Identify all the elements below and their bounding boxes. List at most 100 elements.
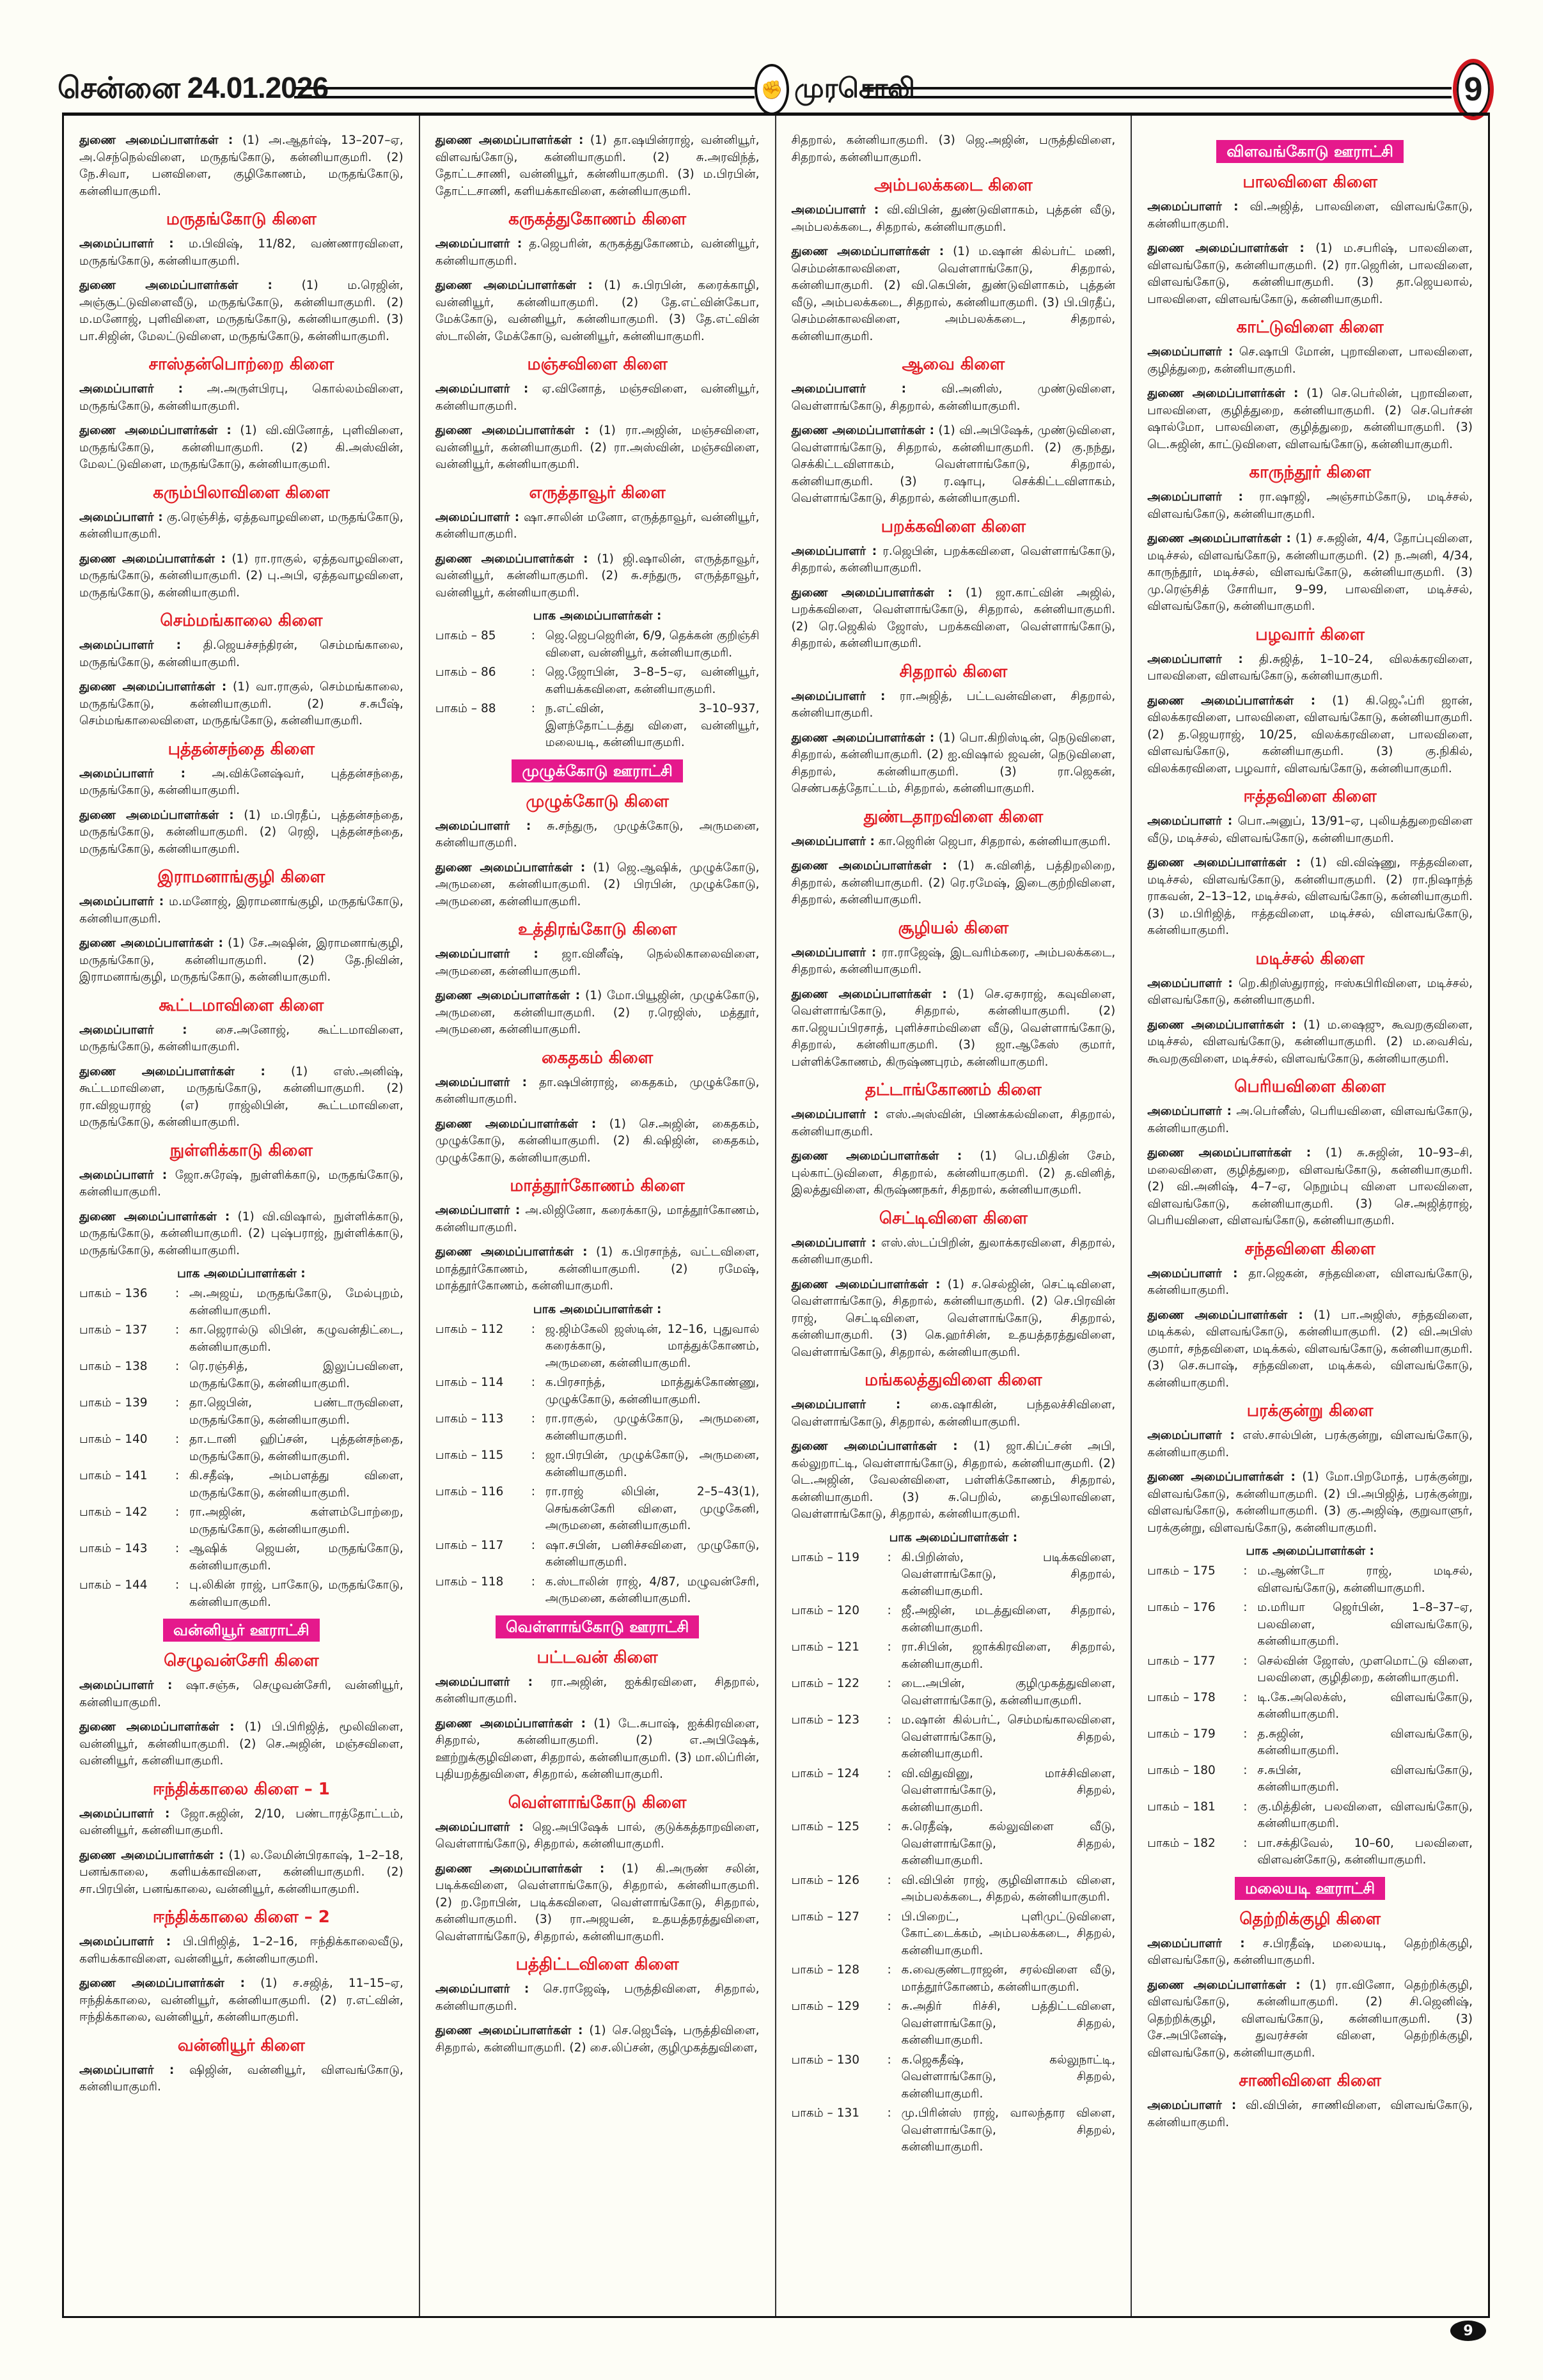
entry-text: ரா.ராஜேஷ், இடவரிம்கரை, அம்பலக்கடை, சிதறா… — [791, 945, 1116, 977]
entry-text: ம.பிவிஷ், 11/82, வண்ணாரவிளை, மருதங்கோடு,… — [79, 237, 403, 268]
deputy-organizers-entry: துணை அமைப்பாளர்கள் : (1) செ.அஜின், கைதகம… — [435, 1116, 760, 1167]
deputy-organizers-entry: துணை அமைப்பாளர்கள் : (1) சு.சுஜின், 10–9… — [1147, 1145, 1473, 1230]
booth-prefix: பாகம் – — [79, 1323, 121, 1337]
organizer-entry: அமைப்பாளர் : அ.அருள்பிரபு, கொல்லம்விளை, … — [79, 381, 403, 415]
booth-entry: பாகம் – 180: ச.சுபின், விளவங்கோடு, கன்னிய… — [1147, 1762, 1473, 1796]
booth-prefix: பாகம் – — [791, 2106, 833, 2120]
deputy-organizers-entry: துணை அமைப்பாளர்கள் : (1) ச.சஜித், 11–15–… — [79, 1975, 403, 2026]
role-label: அமைப்பாளர் : — [435, 510, 520, 524]
booth-number-value: 138 — [125, 1360, 148, 1373]
entry-text: செ.ஷாபி மோன், புறாவிளை, பாலவிளை, குழித்த… — [1147, 345, 1473, 376]
entry-text: ரா.அஜித், பட்டவன்விளை, சிதறால், கன்னியாக… — [791, 689, 1116, 720]
entry-text: (1) பெ.மிதின் சேம், புல்காட்டுவிளை, சிதற… — [791, 1149, 1116, 1197]
role-label: அமைப்பாளர் : — [1147, 490, 1243, 504]
deputy-organizers-entry: துணை அமைப்பாளர்கள் : (1) ம.பிரதீப், புத்… — [79, 807, 403, 859]
organizer-entry: அமைப்பாளர் : ச.பிரதீஷ், மலையடி, தெற்றிக்… — [1147, 1936, 1473, 1970]
deputy-organizers-entry: துணை அமைப்பாளர்கள் : (1) கி.ஜெஃப்ரி ஜான்… — [1147, 693, 1473, 778]
booth-number: பாகம் – 181 — [1147, 1799, 1243, 1833]
booth-number-value: 131 — [836, 2106, 859, 2120]
booth-number-value: 126 — [836, 1873, 859, 1887]
entry-text: வி.விபின், துண்டுவிளாகம், புத்தன் வீடு, … — [791, 203, 1116, 234]
booth-number-value: 142 — [125, 1505, 148, 1519]
booth-number-value: 88 — [480, 702, 496, 715]
panchayat-banner-label: மலையடி ஊராட்சி — [1235, 1876, 1386, 1900]
booth-organizer: ரா.சிபின், ஜாக்கிரவிளை, சிதறால், கன்னியா… — [901, 1640, 1116, 1671]
booth-prefix: பாகம் – — [79, 1287, 121, 1300]
entry-text: (1) வி.விஷ்ணு, ஈத்தவிளை, மடிச்சல், விளவங… — [1147, 856, 1473, 937]
booth-organizer: ந.எட்வின், 3–10–937, இளந்தோட்டத்து விளை,… — [545, 702, 760, 749]
booth-colon: : — [175, 1323, 180, 1337]
branch-heading: வெள்ளாங்கோடு கிளை — [508, 1793, 687, 1812]
booth-number-value: 177 — [1193, 1654, 1216, 1668]
deputy-organizers-entry: துணை அமைப்பாளர்கள் : (1) வி.விஷால், நுள்… — [79, 1209, 403, 1260]
deputy-organizers-entry: துணை அமைப்பாளர்கள் : (1) ம.ரெஜின், அஞ்சூ… — [79, 277, 403, 345]
booth-entry: பாகம் – 127: பி.பிறைட், புளிமுட்டுவிளை, க… — [792, 1909, 1116, 1960]
entry-text: (1) வி.அபிஷேக், முண்டுவிளை, வெள்ளாங்கோடு… — [791, 424, 1116, 505]
entry-text: வி.அனிஸ், முண்டுவிளை, வெள்ளாங்கோடு, சிதற… — [791, 382, 1116, 413]
booth-entry: பாகம் – 124: வி.விதுவினு, மாச்சிவிளை, வெள… — [792, 1766, 1116, 1817]
role-label: அமைப்பாளர் : — [79, 1679, 173, 1692]
booth-number: பாகம் – 124 — [792, 1766, 888, 1817]
booth-entry: பாகம் – 114: க.பிரசாந்த், மாத்துக்கோண்ணு,… — [435, 1374, 760, 1408]
deputy-organizers-entry: துணை அமைப்பாளர்கள் : (1) செ.ஏசுராஜ், கவு… — [792, 986, 1116, 1071]
booth-number-value: 118 — [480, 1575, 504, 1589]
booth-organizer: ஜா.பிரபின், முழுக்கோடு, அருமனை, கன்னியாக… — [545, 1449, 760, 1479]
entry-text: (1) அ.ஆதர்ஷ், 13–207–ஏ, அ.செந்நெல்விளை, … — [79, 134, 403, 198]
booth-prefix: பாகம் – — [1147, 1690, 1189, 1704]
entry-text: (1) ச.சஜித், 11–15–ஏ, ஈந்திக்காலை, வன்னி… — [79, 1977, 403, 2024]
role-label: அமைப்பாளர் : — [1147, 1936, 1245, 1950]
booth-colon: : — [1243, 1836, 1248, 1850]
deputy-organizers-entry: துணை அமைப்பாளர்கள் : (1) வி.வினோத், புளி… — [79, 423, 403, 474]
role-label: அமைப்பாளர் : — [79, 1807, 170, 1821]
deputy-organizers-entry: துணை அமைப்பாளர்கள் : (1) மோ.பிறமோத், பரக… — [1147, 1469, 1473, 1537]
role-label: துணை அமைப்பாளர்கள் : — [1147, 1308, 1303, 1322]
organizer-entry: அமைப்பாளர் : த.ஜெபரின், கருகத்துகோணம், வ… — [435, 236, 760, 270]
booth-colon: : — [175, 1505, 180, 1519]
booth-number-value: 181 — [1193, 1800, 1216, 1814]
branch-heading: உத்திரங்கோடு கிளை — [517, 920, 677, 939]
column-2: துணை அமைப்பாளர்கள் : (1) தா.ஷயின்ராஜ், வ… — [420, 116, 776, 2316]
booth-organizer: ரா.ராஜ் லிபின், 2–5–43(1), செங்கன்கேரி வ… — [545, 1485, 760, 1532]
deputy-organizers-entry: துணை அமைப்பாளர்கள் : (1) சு.பிரபின், கரை… — [435, 277, 760, 345]
booth-organizer: ஜ.ஜிம்கேலி ஜஸ்டின், 12–16, புதுவால் கரைக… — [545, 1322, 760, 1370]
entry-text: ச.பிரதீஷ், மலையடி, தெற்றிக்குழி, விளவங்க… — [1147, 1936, 1473, 1968]
entry-text: (1) கி.ஜெஃப்ரி ஜான், விலக்கரவிளை, பாலவிள… — [1147, 694, 1473, 775]
booth-number-value: 113 — [480, 1412, 504, 1426]
entry-text: சை.அனோஜ், கூட்டமாவிளை, மருதங்கோடு, கன்னி… — [79, 1023, 403, 1054]
entry-text: தி.ஜெயச்சந்திரன், செம்மங்காலை, மருதங்கோட… — [79, 639, 403, 669]
role-label: அமைப்பாளர் : — [791, 203, 879, 217]
booth-organizer: செல்வின் ஜோஸ், முளமொட்டு விளை, பலவிளை, க… — [1257, 1654, 1473, 1685]
entry-text: செ.ராஜேஷ், பருத்திவிளை, சிதறால், கன்னியா… — [435, 1982, 760, 2013]
role-label: அமைப்பாளர் : — [79, 237, 174, 251]
booth-prefix: பாகம் – — [1147, 1727, 1189, 1741]
deputy-organizers-entry: துணை அமைப்பாளர்கள் : (1) ச.செல்ஜின், செட… — [792, 1277, 1116, 1362]
entry-text: (1) எஸ்.அனிஷ், கூட்டமாவிளை, மருதங்கோடு, … — [79, 1064, 403, 1130]
booth-number: பாகம் – 144 — [79, 1577, 175, 1611]
organizer-entry: அமைப்பாளர் : கு.ரெஞ்சித், ஏத்தவாழவிளை, ம… — [79, 509, 403, 543]
branch-heading: பாலவிளை கிளை — [1242, 173, 1377, 192]
masthead-rule-left — [294, 87, 755, 98]
entry-text: (1) ல.லேமின்பிரகாஷ், 1–2–18, பனங்காலை, க… — [79, 1848, 403, 1896]
role-label: துணை அமைப்பாளர்கள் : — [1147, 1978, 1301, 1992]
role-label: துணை அமைப்பாளர்கள் : — [791, 731, 935, 745]
booth-colon: : — [531, 1575, 535, 1589]
organizer-entry: அமைப்பாளர் : ஜா.வினீஷ், நெல்லிகாலைவிளை, … — [435, 946, 760, 980]
branch-heading: சந்தவிளை கிளை — [1244, 1239, 1375, 1259]
booth-entry: பாகம் – 116: ரா.ராஜ் லிபின், 2–5–43(1), ச… — [435, 1484, 760, 1535]
organizer-entry: அமைப்பாளர் : ம.பிவிஷ், 11/82, வண்ணாரவிளை… — [79, 236, 403, 270]
branch-heading: செழுவன்சேரி கிளை — [164, 1651, 319, 1670]
booth-number-value: 85 — [480, 629, 496, 642]
booth-entry: பாகம் – 112: ஜ.ஜிம்கேலி ஜஸ்டின், 12–16, ப… — [435, 1321, 760, 1373]
entry-text: வி.விபின், சாணிவிளை, விளவங்கோடு, கன்னியா… — [1147, 2099, 1473, 2129]
booth-number: பாகம் – 137 — [79, 1322, 175, 1356]
entry-text: தா.ஷபின்ராஜ், கைதகம், முழுக்கோடு, கன்னிய… — [435, 1075, 760, 1107]
organizer-entry: அமைப்பாளர் : அ.லிஜினோ, கரைக்காடு, மாத்தூ… — [435, 1202, 760, 1236]
organizer-entry: அமைப்பாளர் : ம.மனோஜ், இராமனாங்குழி, மருத… — [79, 894, 403, 928]
organizer-entry: அமைப்பாளர் : ஜோ.சுரேஷ், நுள்ளிக்காடு, மர… — [79, 1167, 403, 1201]
organizer-entry: அமைப்பாளர் : ஏ.வினோத், மஞ்சவிளை, வன்னியூ… — [435, 381, 760, 415]
deputy-organizers-entry: துணை அமைப்பாளர்கள் : (1) ஜா.கிப்ட்சன் அப… — [792, 1438, 1116, 1523]
entry-text: அ.அருள்பிரபு, கொல்லம்விளை, மருதங்கோடு, க… — [79, 382, 403, 413]
role-label: அமைப்பாளர் : — [435, 382, 529, 396]
booth-organizer: ரெ.ரஞ்சித், இலுப்பவிளை, மருதங்கோடு, கன்ன… — [189, 1360, 403, 1390]
branch-heading: இராமனாங்குழி கிளை — [157, 867, 325, 887]
